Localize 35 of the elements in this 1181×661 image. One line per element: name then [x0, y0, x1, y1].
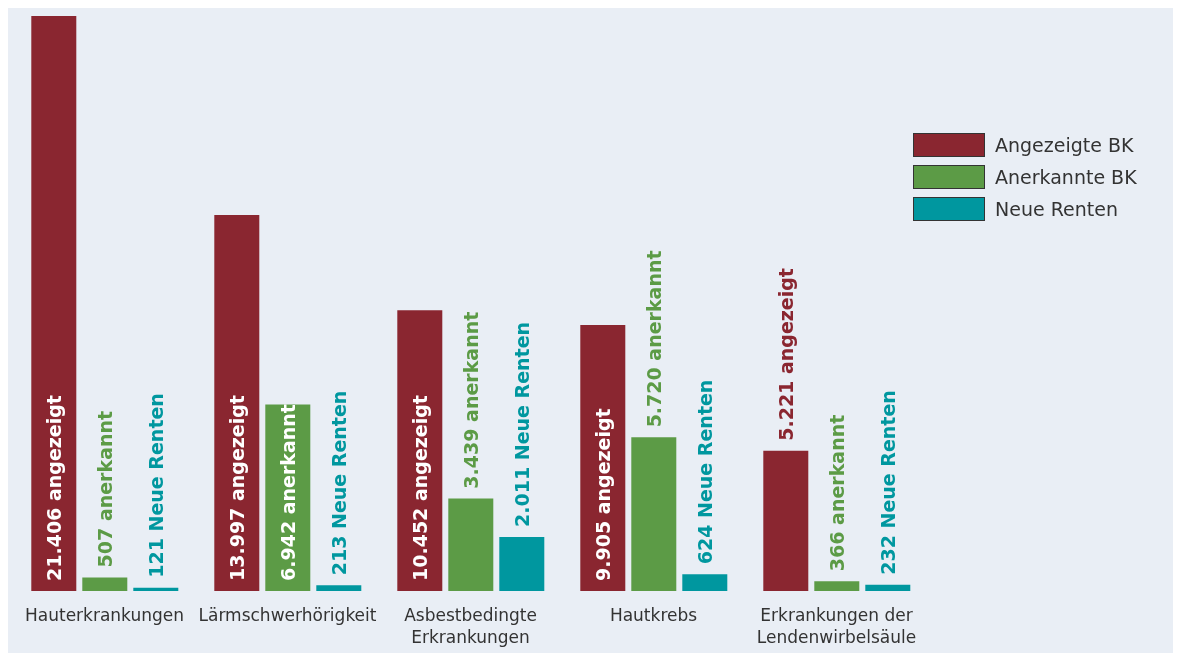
data-label: 213 Neue Renten — [327, 390, 350, 576]
x-tick-label: Erkrankungen der Lendenwirbelsäule — [756, 605, 917, 647]
data-label: 232 Neue Renten — [876, 390, 899, 575]
data-label: 10.452 angezeigt — [408, 395, 431, 581]
data-label: 3.439 anerkannt — [459, 311, 482, 489]
bar — [448, 498, 494, 591]
data-label: 6.942 anerkannt — [276, 404, 299, 581]
data-label: 366 anerkannt — [825, 414, 848, 572]
bar — [31, 16, 77, 591]
x-tick-label: Lärmschwerhörigkeit — [198, 605, 377, 625]
bar — [763, 450, 809, 591]
legend-label: Anerkannte BK — [995, 166, 1137, 188]
bar — [82, 577, 128, 591]
data-label: 21.406 angezeigt — [42, 395, 65, 581]
data-label: 5.221 angezeigt — [774, 268, 797, 441]
data-label: 2.011 Neue Renten — [510, 321, 533, 527]
data-label: 121 Neue Renten — [144, 393, 167, 578]
data-label: 9.905 angezeigt — [591, 408, 614, 581]
bar — [316, 585, 362, 591]
data-label: 5.720 anerkannt — [642, 250, 665, 428]
bar — [865, 584, 911, 591]
data-label: 507 anerkannt — [93, 410, 116, 568]
legend-label: Neue Renten — [995, 198, 1118, 220]
bar — [499, 536, 545, 591]
bar — [814, 581, 860, 591]
data-label: 624 Neue Renten — [693, 379, 716, 565]
bar — [631, 437, 677, 591]
legend-label: Angezeigte BK — [995, 134, 1134, 156]
bar — [133, 587, 179, 591]
x-tick-label: Hauterkrankungen — [24, 605, 185, 625]
data-label: 13.997 angezeigt — [225, 395, 248, 581]
x-tick-label: Hautkrebs — [609, 605, 698, 625]
x-tick-label: Asbestbedingte Erkrankungen — [404, 605, 537, 647]
bar — [682, 574, 728, 591]
bar — [214, 215, 260, 591]
